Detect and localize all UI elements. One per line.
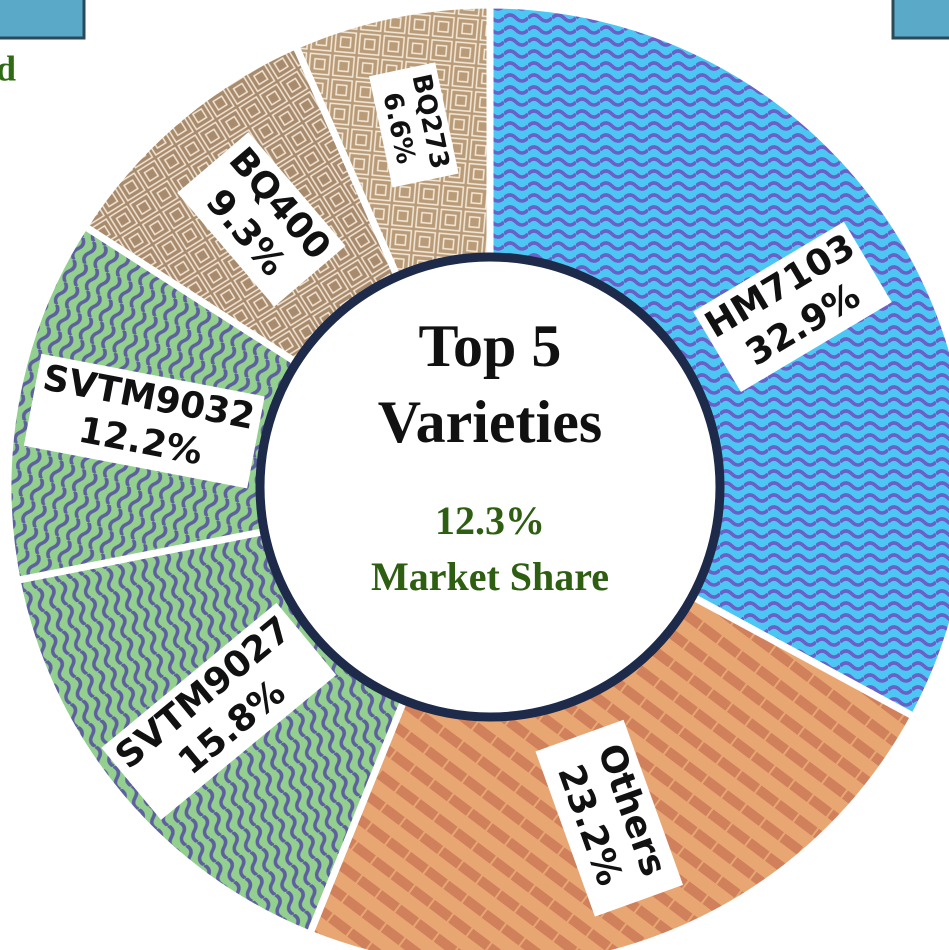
center-title: Top 5 — [419, 313, 562, 379]
corner-box — [0, 0, 84, 38]
page: d HM710332.9%Others23.2%SVTM902715.8%SVT… — [0, 0, 949, 950]
center-subtitle: Market Share — [371, 554, 609, 599]
corner-box — [893, 0, 949, 38]
center-subtitle: 12.3% — [435, 498, 545, 543]
center-title: Varieties — [378, 389, 602, 455]
chart: d HM710332.9%Others23.2%SVTM902715.8%SVT… — [0, 0, 949, 950]
corner-text: d — [0, 48, 16, 88]
